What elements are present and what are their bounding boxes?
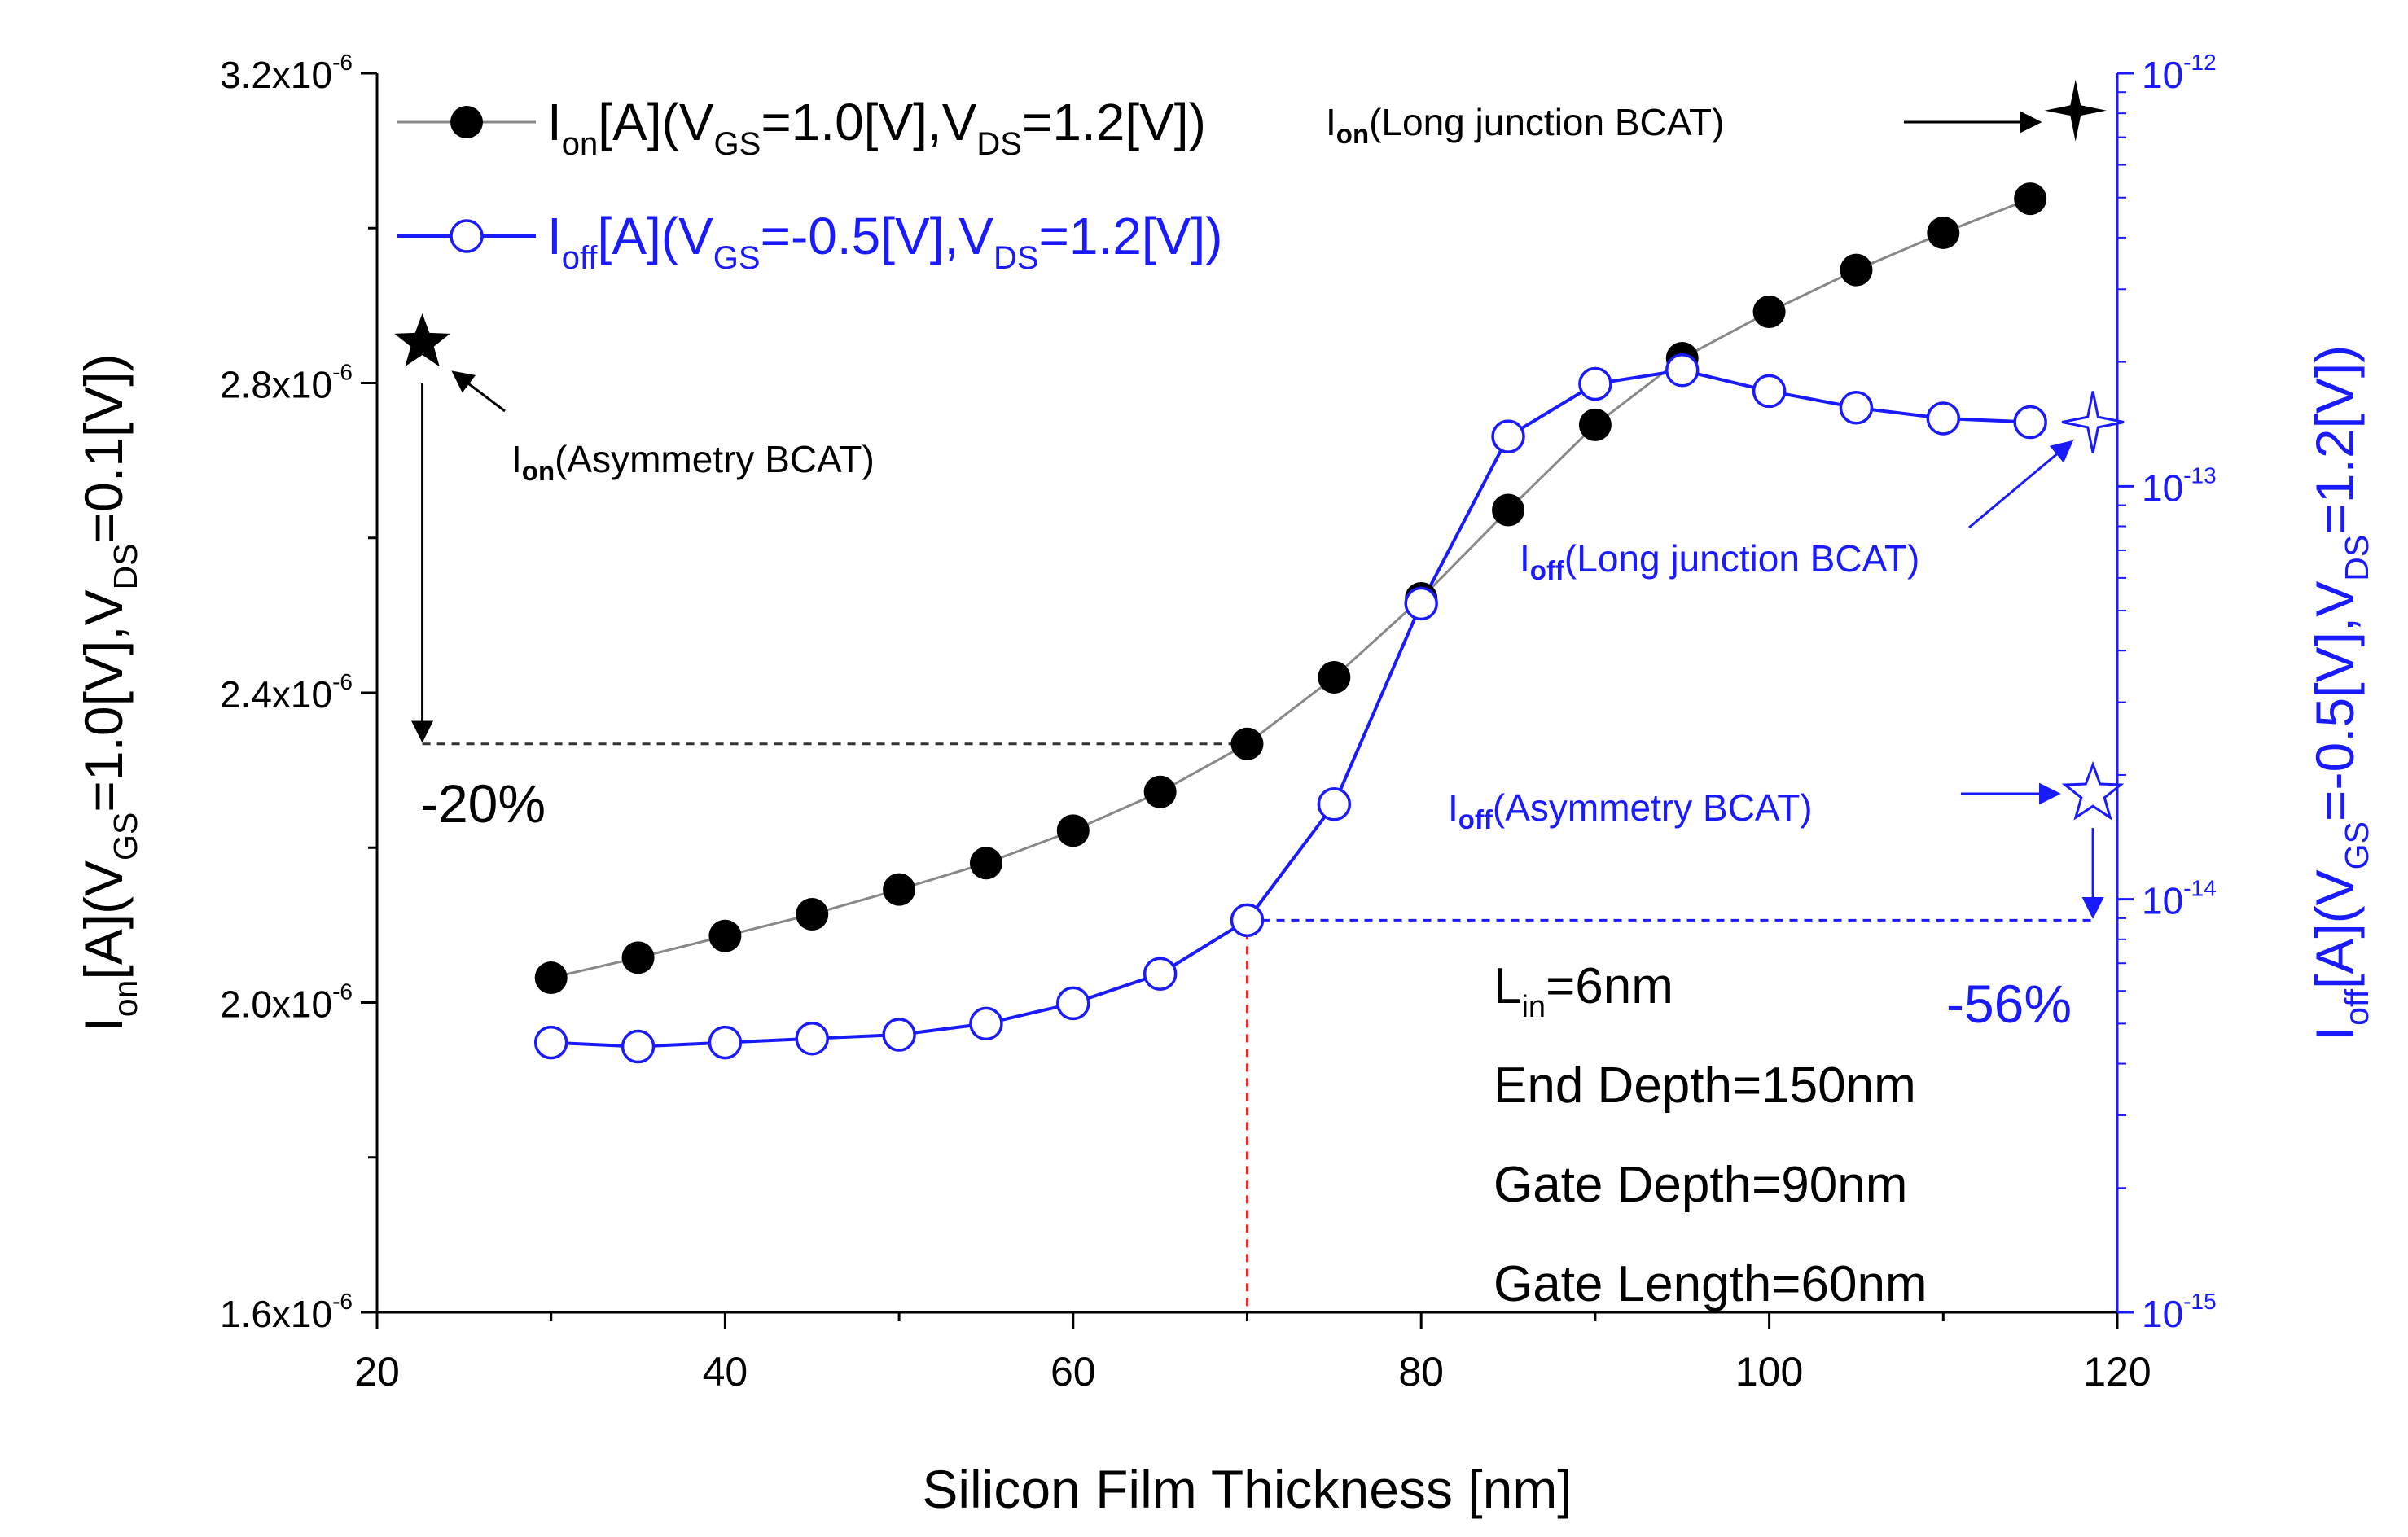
- y-right-tick-label: 10-15: [2142, 1289, 2217, 1335]
- y-left-tick-label: 2.0x10-6: [220, 979, 353, 1026]
- x-tick-label: 60: [1050, 1349, 1096, 1395]
- data-point-ion: [796, 898, 829, 931]
- annotation-minus-20-percent: -20%: [420, 773, 546, 834]
- reference-star-marker: [2044, 79, 2107, 142]
- data-point-ioff: [1230, 903, 1265, 938]
- info-box-line: Gate Depth=90nm: [1493, 1157, 1907, 1213]
- data-point-ion: [1840, 253, 1873, 287]
- x-tick-label: 40: [703, 1349, 748, 1395]
- data-point-ion: [1056, 814, 1090, 847]
- data-point-ioff: [1752, 374, 1787, 409]
- data-point-ion: [1578, 408, 1612, 441]
- info-box-line: End Depth=150nm: [1493, 1058, 1916, 1114]
- data-point-ioff: [2013, 405, 2047, 440]
- reference-star-marker: [2061, 760, 2125, 821]
- data-point-ion: [1143, 775, 1177, 808]
- annotation-ion-asymmetry: Ion(Asymmetry BCAT): [511, 438, 875, 486]
- annotation-minus-56-percent: -56%: [1946, 974, 2072, 1034]
- y-left-tick-label: 2.8x10-6: [220, 360, 353, 406]
- annotation-ioff-asymmetry: Ioff(Asymmetry BCAT): [1448, 786, 1813, 834]
- data-point-ioff: [621, 1029, 656, 1064]
- y-right-tick-label: 10-13: [2142, 462, 2217, 509]
- data-point-ioff: [1143, 957, 1178, 991]
- data-point-ioff: [1491, 419, 1525, 453]
- legend-label-I_on: Ion[A](VGS=1.0[V],VDS=1.2[V]): [547, 93, 1206, 162]
- data-point-ion: [534, 961, 568, 995]
- annotation-ion-long-junction: Ion(Long junction BCAT): [1326, 101, 1724, 149]
- legend-marker: [450, 106, 483, 138]
- x-tick-label: 120: [2083, 1349, 2151, 1395]
- data-point-ion: [1927, 216, 1960, 249]
- legend-label-I_off: Ioff[A](VGS=-0.5[V],VDS=1.2[V]): [547, 207, 1222, 276]
- data-point-ioff: [1926, 401, 1961, 436]
- data-point-ioff: [1404, 586, 1438, 621]
- data-point-ioff: [1665, 353, 1700, 388]
- arrow-ioff-long: [1968, 440, 2074, 529]
- info-box-line: Gate Length=60nm: [1493, 1256, 1928, 1312]
- y-right-tick-label: 10-12: [2142, 50, 2217, 96]
- data-point-ioff: [882, 1018, 916, 1052]
- data-point-ion: [621, 941, 655, 974]
- reference-star-marker: [2061, 391, 2125, 453]
- x-tick-label: 20: [354, 1349, 400, 1395]
- data-point-ioff: [969, 1006, 1003, 1041]
- data-point-ioff: [1839, 391, 1874, 425]
- data-point-ion: [708, 919, 742, 952]
- data-point-ion: [883, 873, 916, 906]
- arrow-ion-asymmetry: [451, 370, 506, 413]
- data-point-ioff: [1578, 366, 1612, 401]
- y-right-axis-label: Ioff[A](VGS=-0.5[V],VDS=1.2[V]): [2305, 345, 2375, 1040]
- data-point-ioff: [795, 1022, 829, 1056]
- x-tick-label: 100: [1735, 1349, 1803, 1395]
- x-tick-label: 80: [1398, 1349, 1444, 1395]
- data-point-ion: [1752, 295, 1786, 328]
- reference-star-marker: [394, 313, 450, 367]
- data-point-ion: [1492, 493, 1525, 527]
- x-axis-label: Silicon Film Thickness [nm]: [922, 1459, 1572, 1519]
- data-point-ioff: [533, 1025, 568, 1060]
- data-point-ioff: [1056, 986, 1090, 1021]
- data-point-ioff: [708, 1025, 743, 1060]
- y-left-tick-label: 3.2x10-6: [220, 50, 353, 96]
- data-point-ion: [2014, 182, 2047, 216]
- y-left-tick-label: 2.4x10-6: [220, 669, 353, 716]
- data-point-ion: [1230, 727, 1264, 760]
- info-box-line: Lin=6nm: [1493, 958, 1673, 1024]
- y-right-tick-label: 10-14: [2142, 876, 2217, 922]
- annotation-ioff-long-junction: Ioff(Long junction BCAT): [1520, 537, 1919, 585]
- data-point-ion: [969, 847, 1002, 880]
- data-point-ioff: [1317, 787, 1352, 821]
- y-left-axis-label: Ion[A](VGS=1.0[V],VDS=0.1[V]): [73, 353, 144, 1031]
- legend-marker: [450, 219, 484, 253]
- data-point-ion: [1318, 660, 1351, 694]
- y-left-tick-label: 1.6x10-6: [220, 1289, 353, 1335]
